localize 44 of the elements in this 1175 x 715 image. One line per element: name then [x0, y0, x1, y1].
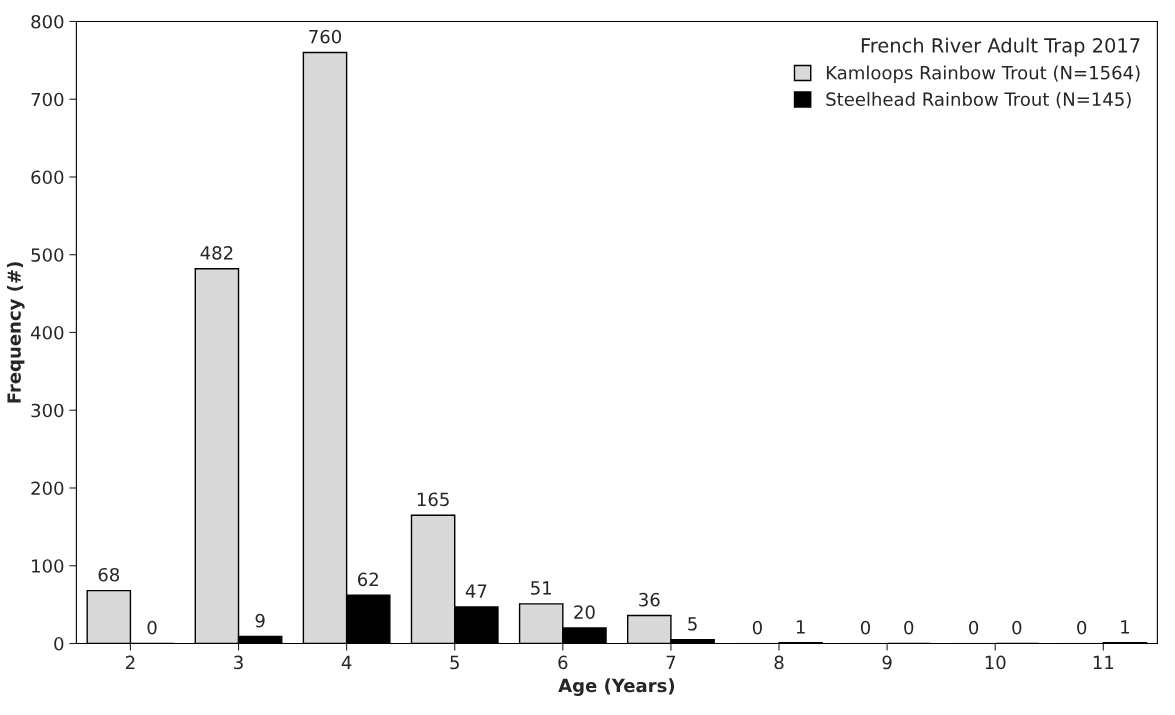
data-label: 482 [200, 246, 233, 260]
y-tick-label: 500 [31, 248, 64, 262]
data-label: 51 [531, 581, 552, 595]
data-label: 1 [796, 620, 805, 634]
legend-label: Kamloops Rainbow Trout (N=1564) [826, 65, 1140, 84]
data-label: 62 [358, 572, 378, 587]
x-tick-label: 8 [774, 655, 784, 670]
data-label: 0 [1012, 620, 1022, 635]
y-tick-label: 0 [54, 636, 64, 651]
y-axis-title: Frequency (#) [6, 262, 25, 403]
data-label: 165 [417, 492, 449, 507]
y-tick-label: 700 [31, 92, 64, 107]
x-tick-label: 10 [985, 655, 1006, 670]
x-tick-label: 2 [126, 655, 135, 670]
data-label: 1 [1121, 620, 1130, 634]
x-tick-label: 6 [558, 655, 568, 670]
data-label: 9 [255, 613, 265, 628]
legend-title: French River Adult Trap 2017 [861, 37, 1140, 57]
data-label: 0 [969, 620, 979, 635]
x-tick-label: 11 [1093, 655, 1114, 670]
data-label: 68 [98, 567, 120, 582]
data-label: 0 [860, 620, 871, 635]
x-tick-label: 3 [234, 655, 243, 670]
data-label: 760 [309, 29, 342, 44]
data-label: 20 [574, 605, 595, 619]
data-label: 0 [147, 620, 157, 635]
data-label: 36 [639, 592, 660, 607]
x-tick-label: 7 [666, 655, 676, 670]
y-tick-label: 800 [31, 14, 64, 29]
y-tick-label: 600 [31, 170, 64, 185]
y-tick-label: 200 [31, 481, 64, 496]
x-tick-label: 4 [341, 655, 352, 670]
data-label: 0 [752, 620, 762, 635]
y-tick-label: 400 [30, 325, 64, 340]
data-label: 5 [688, 617, 697, 631]
x-tick-label: 5 [450, 655, 459, 670]
x-tick-label: 9 [882, 655, 892, 670]
y-tick-label: 300 [31, 403, 64, 418]
legend-label: Steelhead Rainbow Trout (N=145) [826, 92, 1131, 109]
data-label: 47 [465, 584, 487, 598]
data-label: 0 [904, 620, 914, 635]
data-label: 0 [1077, 620, 1087, 635]
y-tick-label: 100 [32, 559, 64, 573]
x-axis-title: Age (Years) [558, 678, 675, 696]
